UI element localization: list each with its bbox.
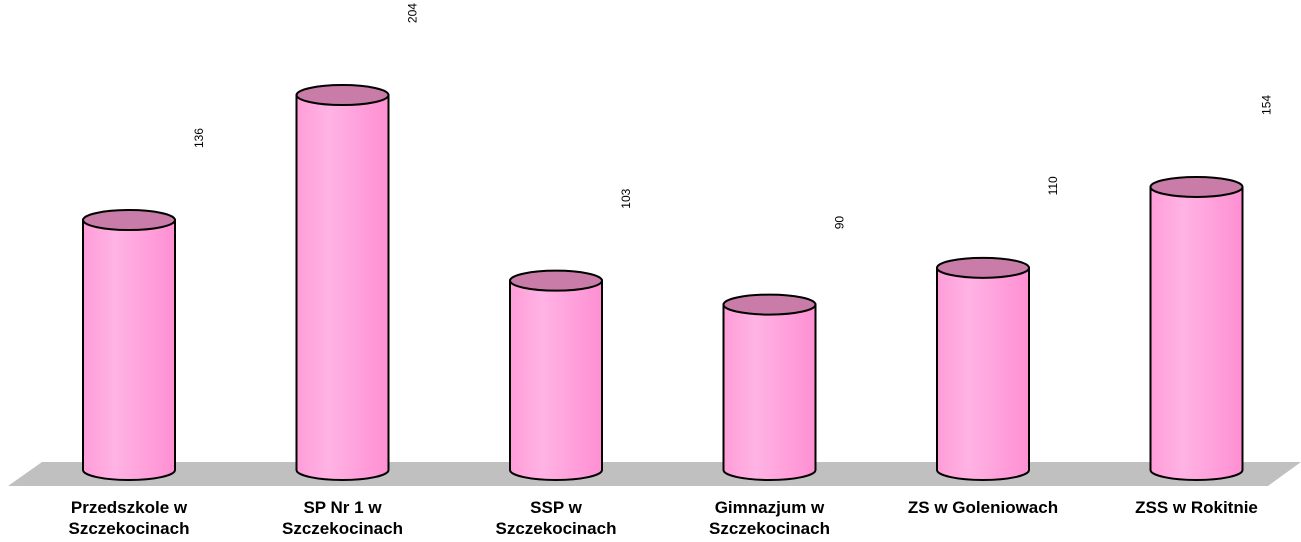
category-label: SP Nr 1 w Szczekocinach xyxy=(282,498,403,538)
bar xyxy=(1149,175,1244,481)
bar-top xyxy=(82,209,176,232)
bar-top xyxy=(1149,175,1244,198)
value-label: 103 xyxy=(619,188,633,208)
value-label: 154 xyxy=(1260,95,1274,115)
category-label: SSP w Szczekocinach xyxy=(495,498,617,538)
value-label: 90 xyxy=(833,216,847,230)
value-label: 110 xyxy=(1046,176,1060,195)
chart-floor xyxy=(8,462,1301,486)
bar xyxy=(509,269,603,481)
bar-body xyxy=(82,219,176,481)
bar-body xyxy=(295,94,390,481)
bar-top xyxy=(936,256,1030,279)
bar-group xyxy=(82,84,1244,481)
bar-body xyxy=(509,279,603,481)
bar-body xyxy=(1149,185,1244,481)
bar-top xyxy=(509,269,603,292)
bar xyxy=(82,209,176,481)
bar-body xyxy=(936,266,1030,481)
category-label: Przedszkole w Szczekocinach xyxy=(68,498,190,538)
value-label: 136 xyxy=(192,128,206,148)
bar xyxy=(936,256,1030,481)
bar-top xyxy=(295,84,390,107)
bar xyxy=(295,84,390,481)
bar xyxy=(722,293,817,481)
value-label-group: 136 204 103 90 110 154 xyxy=(192,3,1274,230)
bar-top xyxy=(722,293,817,316)
category-label: Gimnazjum w Szczekocinach xyxy=(709,498,830,538)
value-label: 204 xyxy=(406,3,420,23)
category-label: ZS w Goleniowach xyxy=(907,498,1059,517)
category-label: ZSS w Rokitnie xyxy=(1135,498,1258,517)
bar-body xyxy=(722,303,817,481)
